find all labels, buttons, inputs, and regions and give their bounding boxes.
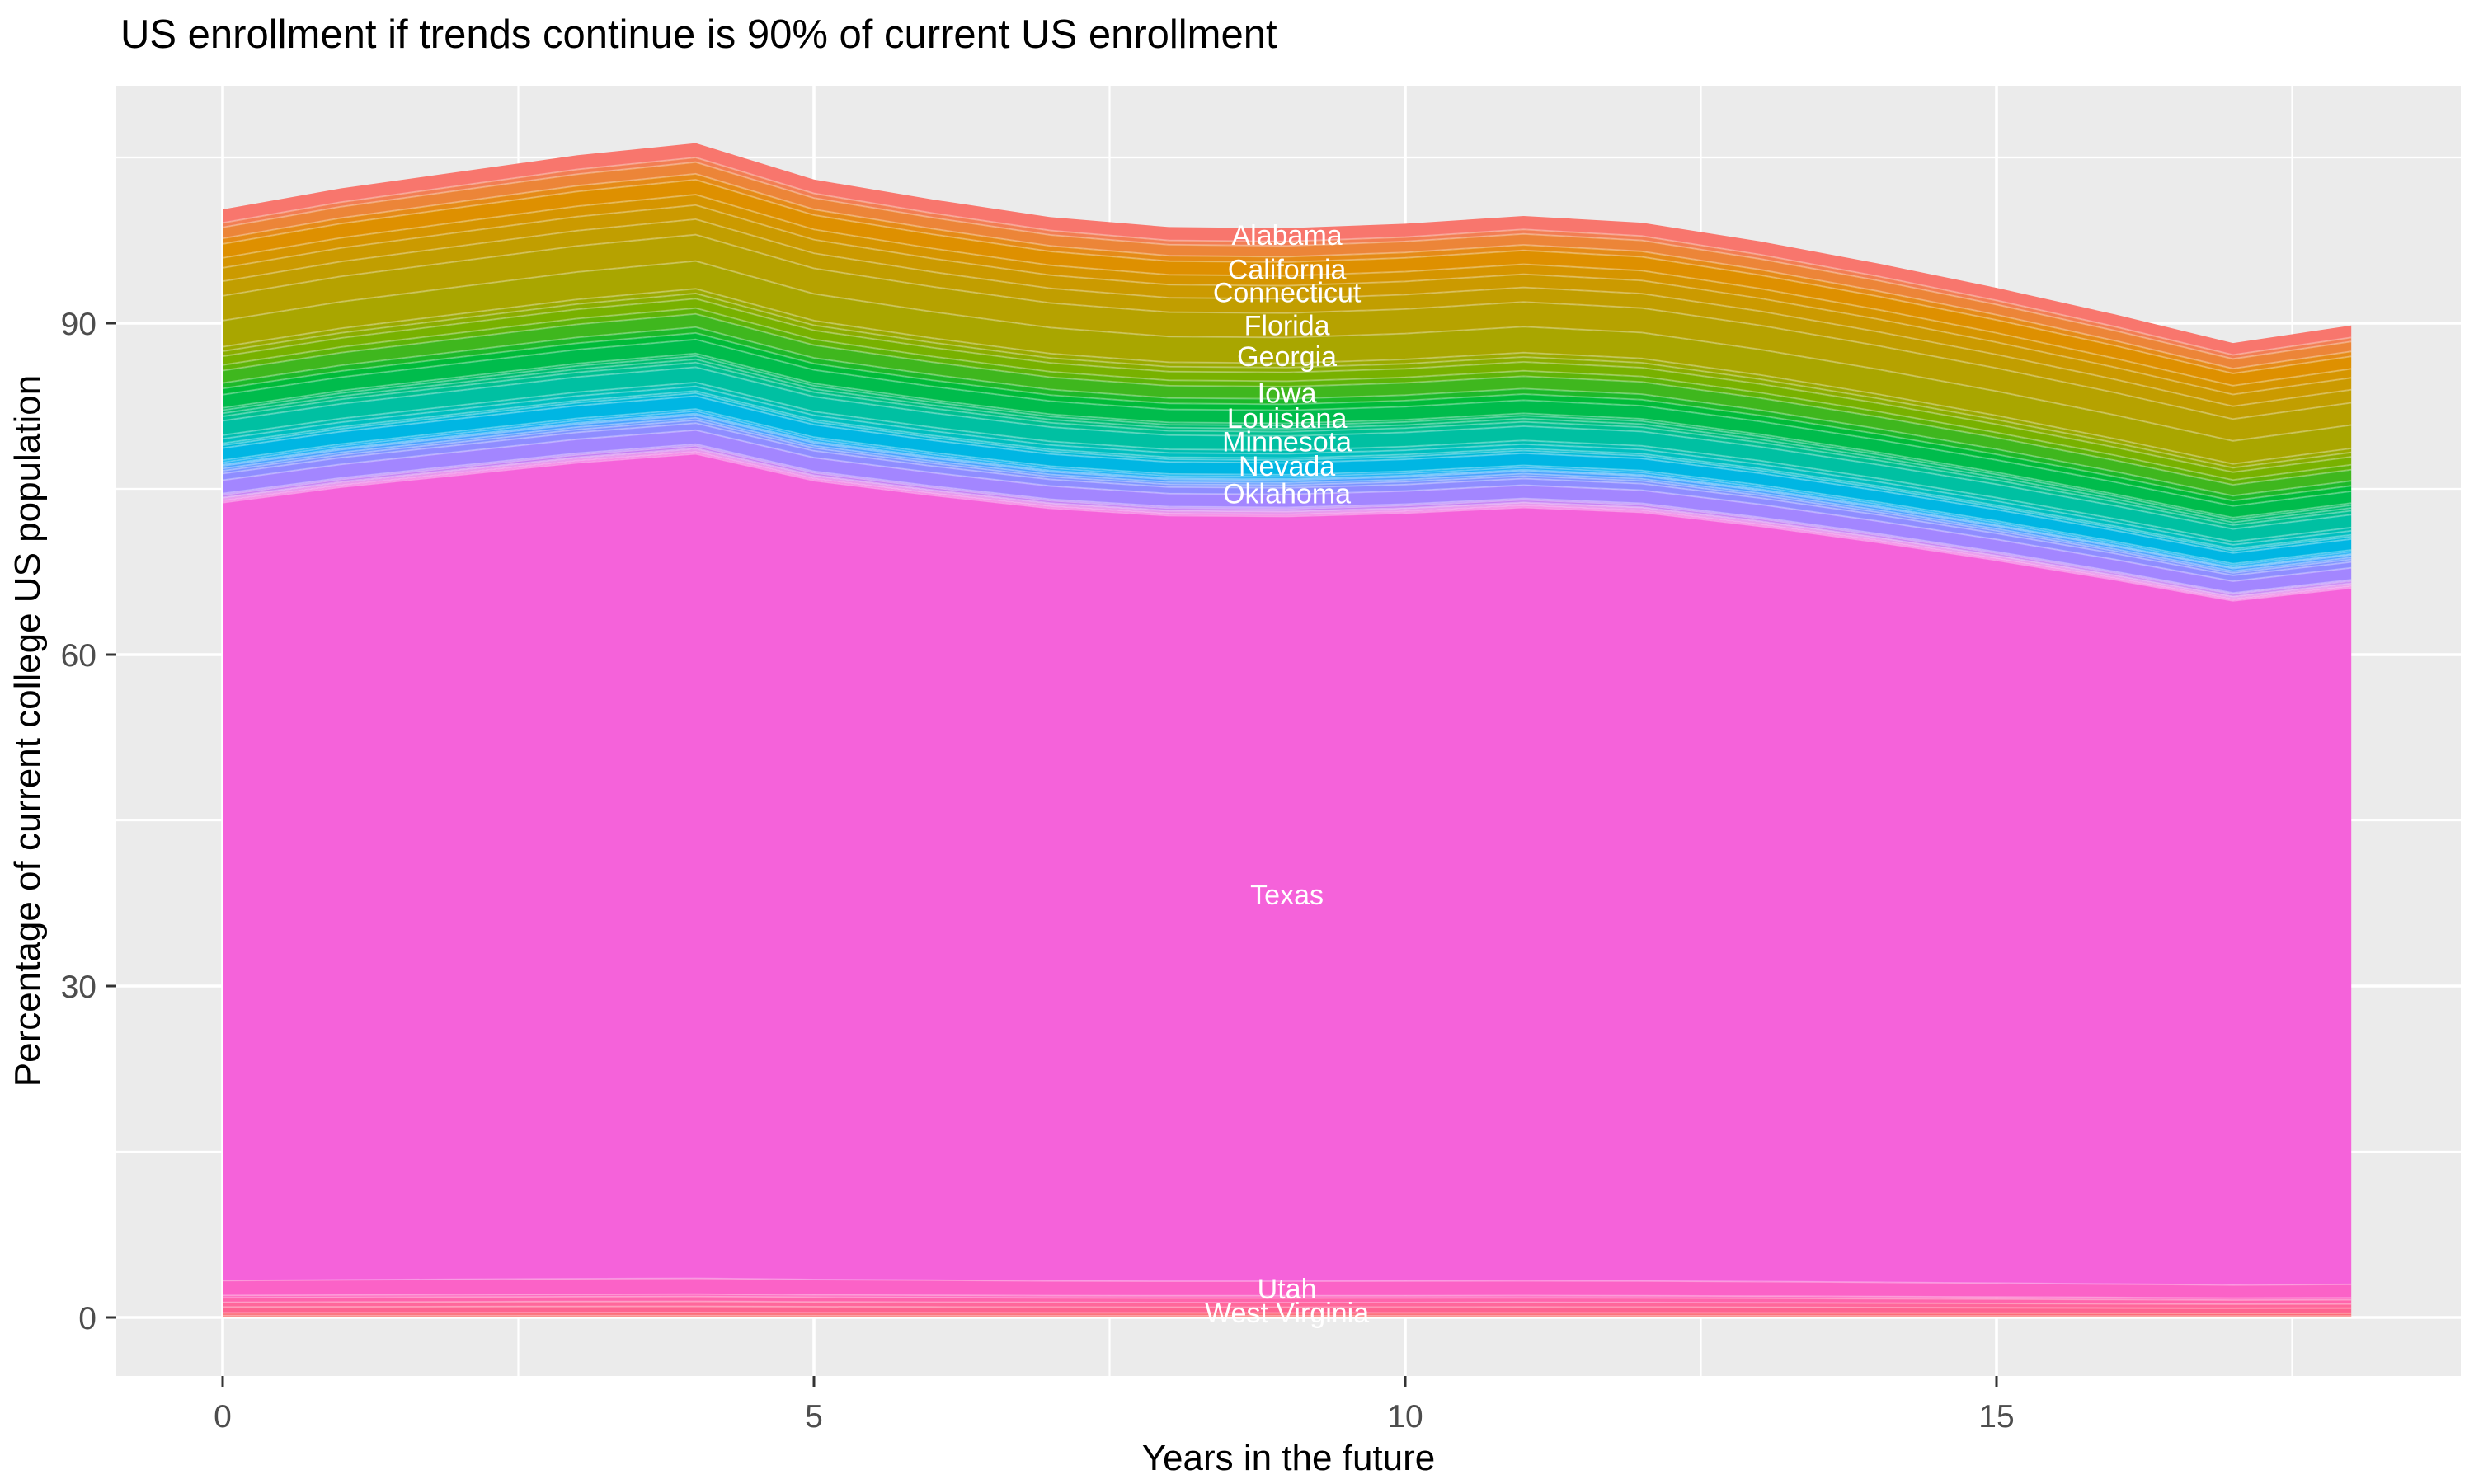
x-tick-label: 0 (214, 1399, 232, 1435)
band-boundary-iowa (222, 312, 2352, 486)
band-boundary-maine (222, 352, 2352, 519)
band-boundary-utah (222, 1277, 2352, 1286)
chart-title: US enrollment if trends continue is 90% … (120, 12, 1277, 57)
area-washington (223, 1301, 2352, 1308)
band-boundary-arizona (222, 161, 2352, 360)
band-boundary-colorado (222, 193, 2352, 387)
band-boundary-nevada (222, 395, 2352, 554)
band-boundary-massachusetts (222, 358, 2352, 524)
state-label-oklahoma: Oklahoma (1223, 478, 1351, 510)
band-boundary-texas (222, 453, 2352, 602)
band-boundary-kansas (222, 326, 2352, 497)
area-virginia (223, 1296, 2352, 1304)
band-boundary-north-carolina (222, 416, 2352, 572)
band-boundary-new-jersey (222, 410, 2352, 566)
band-boundary-ohio (222, 422, 2352, 576)
area-vermont (223, 1294, 2352, 1300)
band-boundary-alaska (222, 156, 2352, 356)
band-boundary-montana (222, 390, 2352, 550)
band-boundary-pennsylvania (222, 444, 2352, 595)
y-tick-label: 90 (61, 307, 96, 342)
band-boundary-oregon (222, 443, 2352, 594)
x-tick-label: 15 (1978, 1399, 2014, 1435)
band-boundary-nebraska (222, 392, 2352, 552)
band-boundary-south-dakota (222, 450, 2352, 600)
y-tick-label: 30 (61, 970, 96, 1005)
band-boundary-mississippi (222, 381, 2352, 543)
state-label-minnesota: Minnesota (1222, 426, 1352, 458)
band-boundary-illinois (222, 298, 2352, 473)
band-boundary-florida (222, 233, 2352, 420)
band-boundary-kentucky (222, 331, 2352, 502)
area-georgia (223, 261, 2352, 464)
y-tick-label: 0 (78, 1301, 96, 1336)
state-label-florida: Florida (1244, 311, 1330, 342)
band-boundary-rhode-island (222, 447, 2352, 598)
band-boundary-new-york (222, 414, 2352, 570)
band-boundary-michigan (222, 361, 2352, 526)
state-label-nevada: Nevada (1239, 451, 1335, 482)
state-label-georgia: Georgia (1237, 341, 1337, 373)
x-tick-label: 5 (805, 1399, 823, 1435)
state-label-texas: Texas (1250, 880, 1324, 911)
band-boundary-north-dakota (222, 419, 2352, 574)
band-boundary-connecticut (222, 204, 2352, 396)
area-west-virginia (223, 1306, 2352, 1313)
band-boundary-georgia (222, 260, 2352, 442)
band-boundary-indiana (222, 307, 2352, 481)
area-wyoming (223, 1315, 2352, 1317)
band-boundary-delaware (222, 218, 2352, 407)
state-label-iowa: Iowa (1258, 378, 1317, 409)
band-boundary-tennessee (222, 451, 2352, 601)
band-boundary-idaho (222, 292, 2352, 469)
state-label-west-virginia: West Virginia (1205, 1298, 1369, 1329)
band-boundary-vermont (222, 1293, 2352, 1299)
band-boundary-minnesota (222, 366, 2352, 530)
band-boundary-hawaii (222, 288, 2352, 465)
band-boundary-new-mexico (222, 412, 2352, 569)
band-boundary-new-hampshire (222, 408, 2352, 565)
x-axis-title: Years in the future (1141, 1438, 1436, 1478)
area-wisconsin (223, 1313, 2352, 1317)
band-boundary-virginia (222, 1295, 2352, 1302)
x-tick-label: 10 (1387, 1399, 1423, 1435)
state-label-louisiana: Louisiana (1227, 403, 1348, 434)
band-boundary-oklahoma (222, 429, 2352, 583)
state-label-alabama: Alabama (1231, 220, 1342, 251)
y-tick-label: 60 (61, 638, 96, 674)
area-utah (223, 1278, 2352, 1298)
band-boundary-west-virginia (222, 1305, 2352, 1309)
state-label-california: California (1228, 254, 1347, 285)
state-label-utah: Utah (1258, 1274, 1317, 1305)
y-axis-title: Percentage of current college US populat… (7, 375, 48, 1087)
area-texas (223, 453, 2352, 1285)
band-boundary-south-carolina (222, 448, 2352, 599)
band-boundary-louisiana (222, 338, 2352, 507)
band-boundary-arkansas (222, 172, 2352, 370)
band-boundary-missouri (222, 385, 2352, 546)
band-boundary-washington (222, 1300, 2352, 1305)
state-label-connecticut: Connecticut (1213, 277, 1362, 308)
band-boundary-maryland (222, 355, 2352, 521)
band-boundary-california (222, 178, 2352, 375)
